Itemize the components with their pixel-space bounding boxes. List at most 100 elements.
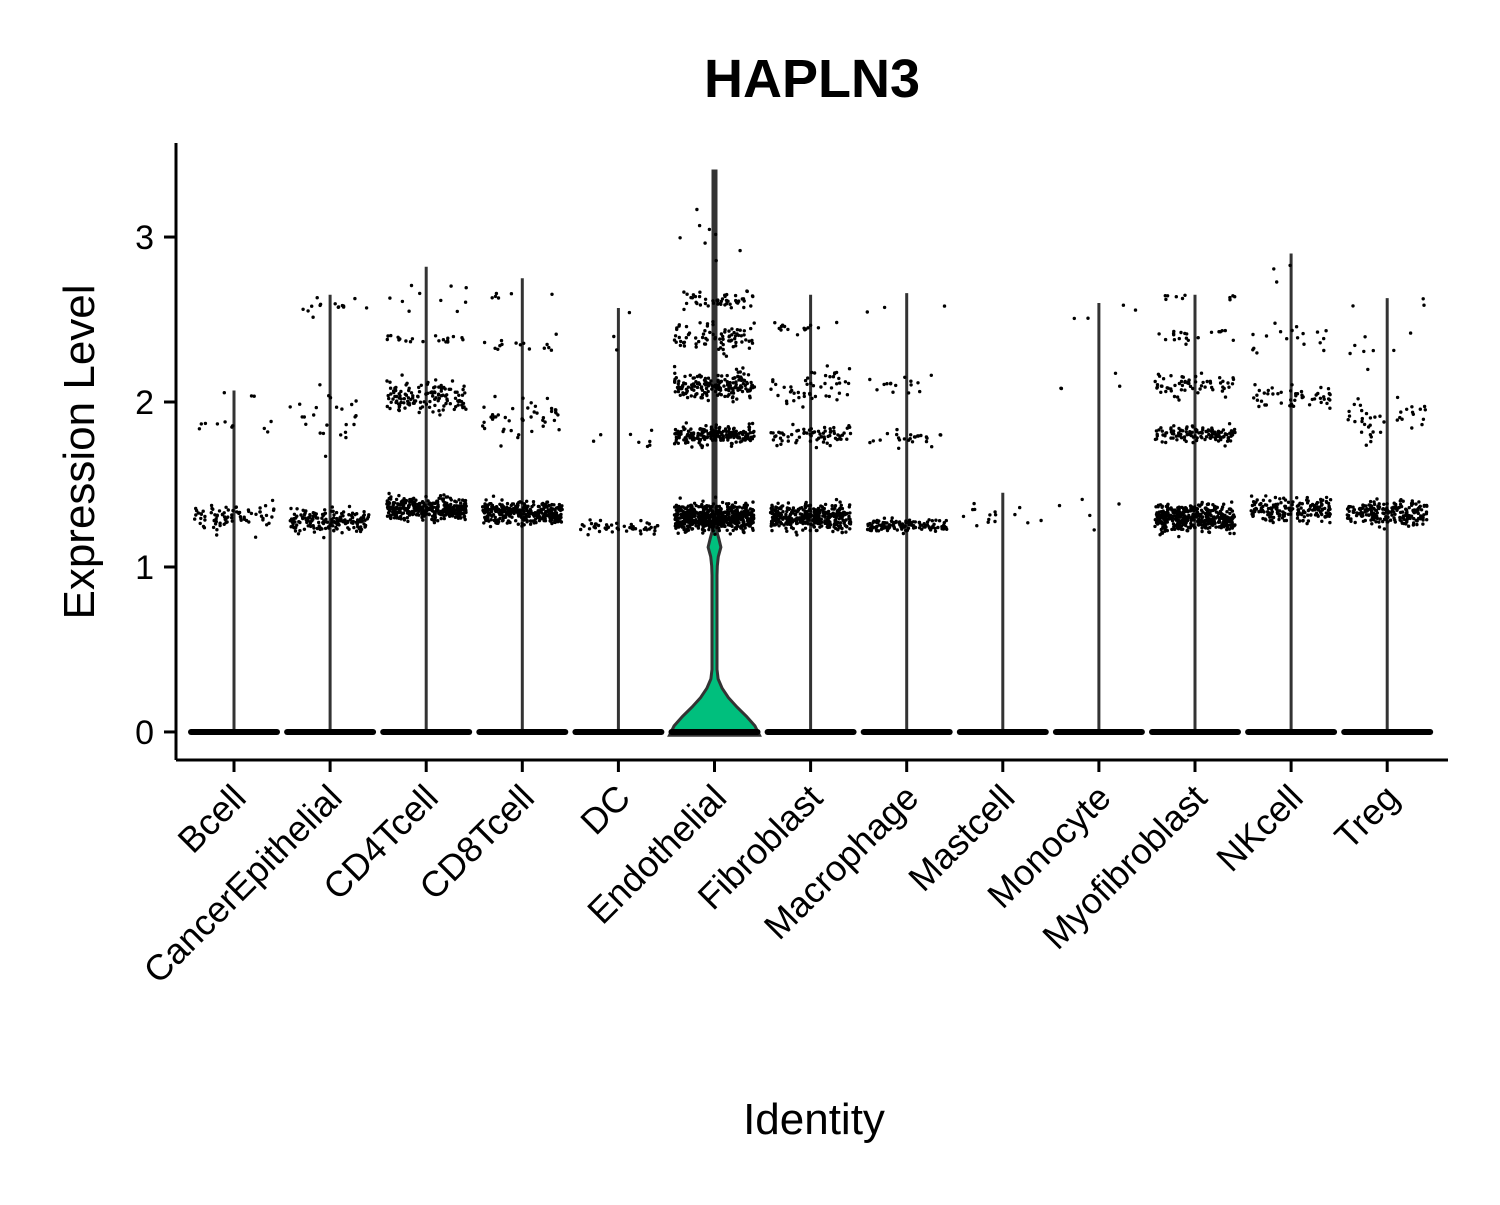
data-point bbox=[541, 424, 545, 428]
data-point bbox=[1275, 507, 1279, 512]
data-point bbox=[489, 502, 493, 506]
data-point bbox=[1179, 388, 1184, 392]
data-point bbox=[501, 515, 505, 520]
data-point bbox=[521, 517, 525, 521]
data-point bbox=[1392, 510, 1396, 514]
data-point bbox=[438, 494, 443, 498]
data-point bbox=[394, 497, 399, 502]
data-point bbox=[1360, 506, 1364, 511]
data-point bbox=[1255, 351, 1259, 355]
data-point bbox=[415, 512, 420, 516]
data-point bbox=[1410, 410, 1415, 414]
data-point bbox=[1279, 401, 1284, 405]
data-point bbox=[1172, 338, 1177, 342]
data-point bbox=[505, 501, 510, 506]
data-point bbox=[1164, 297, 1168, 302]
data-point bbox=[752, 429, 756, 434]
data-point bbox=[211, 525, 216, 530]
data-point bbox=[364, 306, 369, 310]
data-point bbox=[705, 381, 709, 385]
data-point bbox=[774, 382, 778, 387]
data-point bbox=[494, 509, 498, 514]
data-point bbox=[1386, 515, 1390, 519]
data-point bbox=[404, 339, 408, 343]
data-point bbox=[683, 512, 688, 516]
data-point bbox=[728, 302, 732, 306]
data-point bbox=[742, 333, 746, 337]
data-point bbox=[463, 300, 468, 304]
data-point bbox=[1196, 336, 1200, 340]
data-point bbox=[536, 504, 541, 509]
data-point bbox=[679, 513, 684, 517]
data-point bbox=[1253, 383, 1257, 387]
data-point bbox=[463, 391, 467, 395]
data-point bbox=[325, 423, 329, 427]
data-point bbox=[723, 510, 727, 514]
data-point bbox=[716, 302, 720, 306]
data-point bbox=[215, 528, 219, 532]
data-point bbox=[587, 527, 592, 531]
data-point bbox=[320, 516, 324, 520]
data-point bbox=[401, 511, 406, 515]
data-point bbox=[828, 520, 832, 524]
data-point bbox=[1229, 516, 1233, 521]
data-point bbox=[445, 505, 449, 509]
data-point bbox=[344, 422, 348, 427]
data-point bbox=[433, 511, 437, 515]
data-point bbox=[323, 508, 327, 512]
data-point bbox=[786, 327, 790, 332]
data-point bbox=[1207, 432, 1211, 437]
data-point bbox=[993, 513, 998, 517]
data-point bbox=[1179, 527, 1184, 531]
data-point bbox=[1202, 520, 1206, 524]
data-point bbox=[1291, 404, 1296, 408]
data-point bbox=[796, 390, 800, 395]
data-point bbox=[223, 420, 227, 424]
data-point bbox=[406, 519, 410, 524]
data-point bbox=[603, 526, 607, 530]
data-point bbox=[721, 342, 725, 347]
data-point bbox=[731, 400, 735, 404]
data-point bbox=[805, 431, 809, 435]
data-point bbox=[258, 510, 262, 514]
data-point bbox=[407, 309, 411, 313]
data-point bbox=[828, 443, 832, 448]
data-point bbox=[512, 511, 516, 516]
data-point bbox=[430, 390, 434, 394]
data-point bbox=[518, 508, 522, 512]
data-point bbox=[1208, 429, 1213, 433]
zero-point-band bbox=[1149, 728, 1241, 735]
data-point bbox=[431, 518, 436, 522]
data-point bbox=[1296, 508, 1301, 512]
data-point bbox=[672, 442, 677, 446]
data-point bbox=[771, 431, 775, 435]
data-point bbox=[500, 505, 504, 509]
data-point bbox=[803, 378, 808, 383]
data-point bbox=[1210, 426, 1214, 430]
data-point bbox=[422, 504, 426, 508]
data-point bbox=[1178, 520, 1182, 524]
data-point bbox=[1080, 497, 1084, 502]
data-point bbox=[741, 381, 746, 386]
data-point bbox=[1227, 385, 1231, 389]
data-point bbox=[1407, 506, 1411, 510]
data-point bbox=[628, 525, 632, 530]
data-point bbox=[1390, 506, 1394, 510]
data-point bbox=[910, 440, 915, 444]
data-point bbox=[1324, 329, 1328, 333]
data-point bbox=[1296, 513, 1300, 517]
data-point bbox=[795, 516, 799, 520]
data-point bbox=[731, 427, 736, 431]
data-point bbox=[689, 295, 693, 300]
data-point bbox=[441, 338, 446, 342]
data-point bbox=[302, 415, 306, 419]
data-point bbox=[1271, 392, 1275, 396]
data-point bbox=[820, 505, 824, 509]
data-point bbox=[1286, 512, 1291, 516]
data-point bbox=[713, 495, 718, 499]
data-point bbox=[424, 494, 428, 499]
data-point bbox=[1177, 434, 1181, 438]
data-point bbox=[450, 514, 455, 518]
data-point bbox=[511, 406, 515, 411]
data-point bbox=[1118, 384, 1122, 388]
